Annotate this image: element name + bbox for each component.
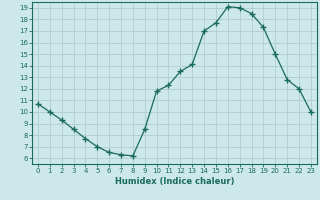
X-axis label: Humidex (Indice chaleur): Humidex (Indice chaleur) (115, 177, 234, 186)
